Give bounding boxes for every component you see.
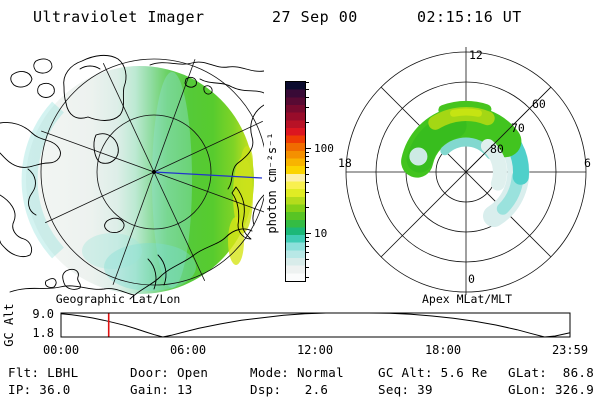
footer-dsp: Dsp: 2.6 bbox=[250, 382, 329, 397]
colorbar bbox=[285, 81, 306, 282]
mlt-label-18: 18 bbox=[338, 156, 352, 170]
footer-seq: Seq: 39 bbox=[378, 382, 433, 397]
time-label: 02:15:16 UT bbox=[417, 8, 522, 26]
geographic-map-panel bbox=[0, 54, 264, 300]
colorbar-minor-tick bbox=[306, 166, 309, 168]
footer-glon: GLon: 326.9 bbox=[508, 382, 595, 397]
colorbar-minor-tick bbox=[306, 251, 309, 253]
gc-alt-strip-chart bbox=[60, 312, 571, 338]
app-title: Ultraviolet Imager bbox=[33, 8, 205, 26]
mlat-label-60: 60 bbox=[532, 97, 546, 111]
colorbar-tick-label: 100 bbox=[314, 141, 334, 155]
colorbar-minor-tick bbox=[306, 207, 309, 209]
footer-door: Door: Open bbox=[130, 365, 209, 380]
strip-ymin-label: 1.8 bbox=[32, 326, 54, 340]
gc-alt-curve bbox=[60, 312, 571, 338]
colorbar-major-tick bbox=[306, 147, 311, 149]
apex-polar-panel: 12 18 6 0 60 70 80 bbox=[338, 47, 591, 295]
mlat-label-70: 70 bbox=[511, 121, 525, 135]
mlat-mlt-grid bbox=[345, 47, 587, 295]
uv-image-disk bbox=[21, 66, 254, 294]
mlt-label-0: 0 bbox=[468, 272, 475, 286]
colorbar-minor-tick bbox=[306, 246, 309, 248]
footer-flt: Flt: LBHL bbox=[8, 365, 79, 380]
strip-ymax-label: 9.0 bbox=[32, 307, 54, 321]
footer-mode: Mode: Normal bbox=[250, 365, 344, 380]
coastlines bbox=[0, 54, 264, 300]
geographic-grid bbox=[40, 58, 264, 286]
colorbar-minor-tick bbox=[306, 156, 309, 158]
orbit-track-line bbox=[153, 171, 263, 179]
colorbar-minor-tick bbox=[306, 192, 309, 194]
xtick-1800: 18:00 bbox=[424, 343, 462, 357]
xtick-1200: 12:00 bbox=[296, 343, 334, 357]
colorbar-minor-tick bbox=[306, 266, 309, 268]
colorbar-minor-tick bbox=[306, 258, 309, 260]
colorbar-major-tick bbox=[306, 232, 311, 234]
footer-gcalt: GC Alt: 5.6 Re bbox=[378, 365, 488, 380]
mlt-label-12: 12 bbox=[469, 48, 483, 62]
colorbar-minor-tick bbox=[306, 277, 309, 279]
xtick-0600: 06:00 bbox=[169, 343, 207, 357]
xtick-0000: 00:00 bbox=[42, 343, 80, 357]
colorbar-minor-tick bbox=[306, 81, 309, 83]
footer-ip: IP: 36.0 bbox=[8, 382, 71, 397]
colorbar-minor-tick bbox=[306, 236, 309, 238]
polar-panel-label: Apex MLat/MLT bbox=[421, 292, 512, 306]
mlat-label-80: 80 bbox=[490, 142, 504, 156]
colorbar-minor-tick bbox=[306, 96, 309, 98]
colorbar-minor-tick bbox=[306, 151, 309, 153]
colorbar-minor-tick bbox=[306, 161, 309, 163]
strip-ylabel: GC Alt bbox=[2, 303, 16, 347]
colorbar-minor-tick bbox=[306, 241, 309, 243]
map-panel-label: Geographic Lat/Lon bbox=[55, 292, 181, 306]
mlt-label-6: 6 bbox=[584, 156, 591, 170]
colorbar-minor-tick bbox=[306, 122, 309, 124]
ne-diagonal-overlay bbox=[465, 86, 552, 173]
colorbar-minor-tick bbox=[306, 173, 309, 175]
colorbar-ticks: 100 10 bbox=[306, 81, 346, 282]
colorbar-tick-label: 10 bbox=[314, 226, 328, 240]
footer-glat: GLat: 86.8 bbox=[508, 365, 595, 380]
colorbar-label: photon cm⁻²s⁻¹ bbox=[265, 132, 279, 234]
colorbar-minor-tick bbox=[306, 88, 309, 90]
colorbar-minor-tick bbox=[306, 107, 309, 109]
xtick-2359: 23:59 bbox=[551, 343, 589, 357]
aurora-oval bbox=[401, 101, 530, 227]
footer-gain: Gain: 13 bbox=[130, 382, 193, 397]
pole-dot bbox=[152, 170, 156, 174]
colorbar-minor-tick bbox=[306, 181, 309, 183]
date-label: 27 Sep 00 bbox=[272, 8, 358, 26]
